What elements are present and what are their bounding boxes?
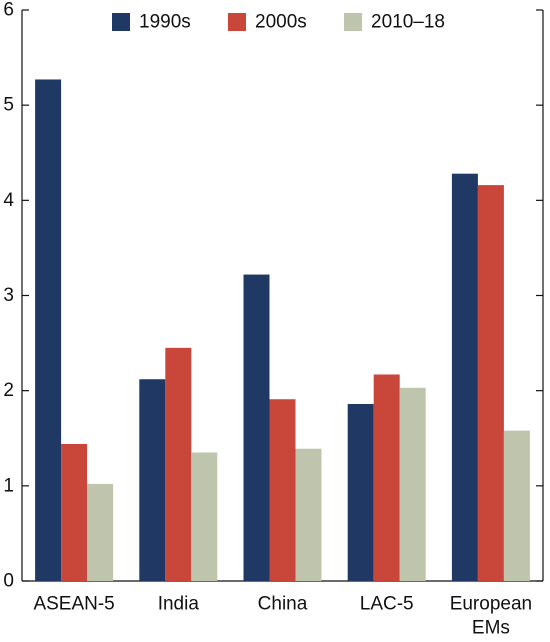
bar-2010–18-lac-5 bbox=[399, 387, 426, 581]
bar-2010–18-china bbox=[295, 448, 322, 581]
legend-label: 2000s bbox=[255, 12, 307, 33]
bar-2010–18-european-ems bbox=[503, 430, 530, 581]
y-tick-label: 4 bbox=[3, 190, 14, 211]
category-label: EMs bbox=[472, 618, 510, 639]
legend-swatch-1 bbox=[228, 13, 246, 31]
bar-2010–18-asean-5 bbox=[87, 483, 114, 581]
y-tick-label: 3 bbox=[3, 285, 14, 306]
bar-1990s-european-ems bbox=[451, 173, 478, 582]
bars bbox=[35, 79, 530, 582]
category-label: LAC-5 bbox=[360, 594, 414, 615]
y-tick-label: 1 bbox=[3, 475, 14, 496]
category-label: India bbox=[158, 594, 200, 615]
bar-1990s-lac-5 bbox=[347, 403, 374, 581]
legend: 1990s 2000s 2010–18 bbox=[112, 12, 445, 33]
legend-swatch-2 bbox=[344, 13, 362, 31]
bar-2000s-india bbox=[165, 347, 192, 581]
y-tick-label: 2 bbox=[3, 380, 14, 401]
bar-1990s-india bbox=[139, 379, 166, 581]
y-tick-label: 0 bbox=[3, 571, 14, 592]
bar-2010–18-india bbox=[191, 452, 218, 581]
bar-2000s-china bbox=[269, 399, 296, 581]
y-tick-label: 6 bbox=[3, 0, 14, 21]
bar-1990s-asean-5 bbox=[35, 79, 62, 581]
y-ticks: 0 1 2 3 4 5 6 bbox=[3, 0, 543, 592]
legend-swatch-0 bbox=[112, 13, 130, 31]
category-label: China bbox=[258, 594, 308, 615]
category-label: ASEAN-5 bbox=[33, 594, 114, 615]
legend-label: 1990s bbox=[139, 12, 191, 33]
category-label: European bbox=[450, 594, 532, 615]
bar-2000s-asean-5 bbox=[61, 443, 88, 581]
bar-2000s-european-ems bbox=[477, 185, 504, 581]
bar-2000s-lac-5 bbox=[373, 374, 400, 581]
bar-1990s-china bbox=[243, 274, 270, 581]
y-tick-label: 5 bbox=[3, 95, 14, 116]
legend-label: 2010–18 bbox=[371, 12, 445, 33]
category-labels: ASEAN-5 India China LAC-5 European EMs bbox=[33, 594, 532, 639]
